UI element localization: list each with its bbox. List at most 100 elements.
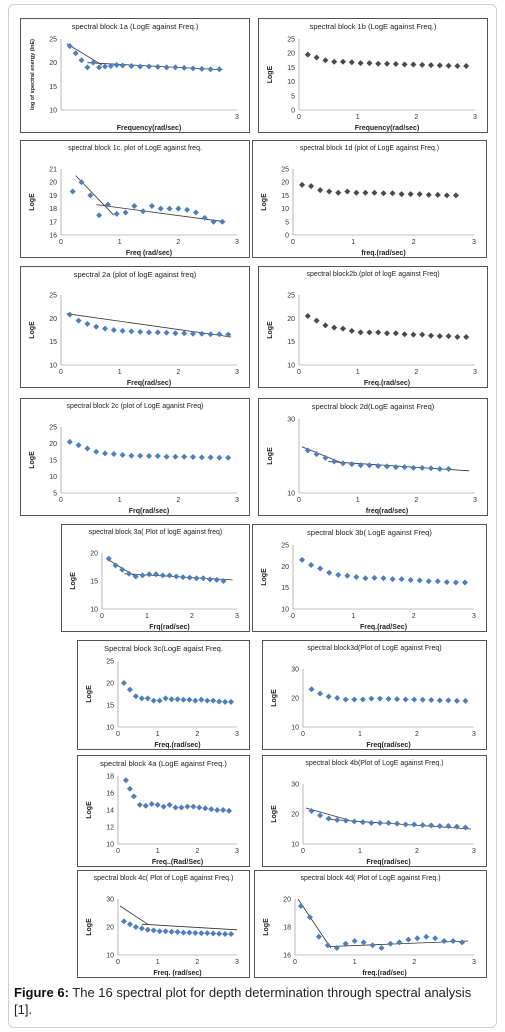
data-point — [186, 696, 193, 703]
y-tick-label: 19 — [49, 193, 57, 200]
data-point — [153, 571, 159, 578]
data-point — [126, 921, 133, 928]
data-point — [198, 65, 205, 72]
y-tick-label: 15 — [49, 339, 57, 346]
data-point — [366, 60, 373, 67]
data-point — [453, 823, 460, 830]
x-tick-label: 1 — [156, 731, 160, 738]
data-point — [120, 680, 127, 686]
data-point — [326, 188, 333, 195]
chart-panel-4d: spectral block 4d( Plot of LogE against … — [254, 870, 487, 978]
data-point — [126, 570, 132, 577]
x-tick-label: 2 — [190, 613, 194, 620]
data-point — [394, 820, 401, 827]
y-tick-label: 25 — [49, 37, 57, 44]
data-point — [163, 64, 170, 71]
data-point — [84, 64, 91, 71]
y-tick-label: 20 — [90, 551, 98, 558]
data-point — [325, 815, 332, 822]
chart-plot: 10 15 20 25 0 1 2 3 Freq.(rad/sec) LogE — [267, 293, 477, 388]
data-point — [132, 693, 139, 700]
x-tick-label: 3 — [235, 959, 239, 966]
chart-title: spectral block 3b( LogE against Freq) — [307, 528, 432, 537]
y-axis-label: LogE — [263, 918, 270, 936]
x-tick-label: 3 — [235, 613, 239, 620]
data-point — [410, 61, 417, 68]
data-point — [359, 819, 366, 826]
data-point — [369, 942, 376, 949]
x-tick-label: 2 — [176, 239, 180, 246]
data-point — [66, 438, 73, 445]
x-tick-label: 3 — [473, 369, 477, 376]
x-tick-label: 3 — [235, 848, 239, 855]
data-point — [225, 331, 232, 338]
y-tick-label: 20 — [291, 696, 299, 703]
data-point — [419, 464, 426, 471]
y-axis-label: LogE — [86, 918, 93, 936]
data-point — [180, 574, 186, 581]
data-point — [207, 331, 214, 338]
data-point — [441, 938, 448, 944]
data-point — [156, 928, 163, 935]
data-point — [210, 697, 217, 704]
data-point — [126, 785, 133, 792]
chart-title: spectral block 3a( Plot of logE against … — [88, 529, 223, 536]
data-point — [216, 66, 223, 73]
data-point — [434, 578, 441, 585]
y-axis-label: LogE — [261, 568, 268, 586]
data-point — [401, 331, 408, 338]
data-point — [392, 330, 399, 337]
chart-title: spectral block3d(Plot of LogE against Fr… — [307, 645, 442, 652]
chart-panel-3a: spectral block 3a( Plot of logE against … — [61, 524, 250, 632]
y-tick-label: 15 — [49, 84, 57, 91]
data-point — [335, 571, 342, 578]
data-point — [204, 697, 211, 704]
data-point — [156, 697, 163, 704]
data-point — [207, 454, 214, 461]
data-point — [104, 201, 111, 208]
x-tick-label: 1 — [351, 613, 355, 620]
y-tick-label: 21 — [49, 167, 57, 174]
data-point — [207, 576, 213, 583]
y-tick-label: 10 — [106, 725, 114, 732]
data-point — [428, 465, 434, 472]
caption-text: The 16 spectral plot for depth determina… — [14, 985, 472, 1017]
chart-panel-2c: spectral block 2c (plot of LogE aganist … — [20, 398, 250, 516]
data-point — [334, 695, 341, 701]
data-point — [119, 62, 126, 69]
y-tick-label: 10 — [106, 842, 114, 849]
data-point — [398, 191, 405, 198]
data-point — [353, 189, 360, 196]
data-point — [445, 697, 452, 704]
y-axis-label: LogE — [267, 321, 274, 339]
data-point — [87, 192, 94, 199]
y-axis-label: LogE — [271, 805, 278, 823]
trend-line — [297, 898, 332, 949]
data-point — [210, 218, 217, 225]
y-axis-label: LogE — [29, 321, 36, 339]
y-tick-label: 15 — [90, 579, 98, 586]
data-point — [128, 452, 135, 459]
y-tick-label: 5 — [291, 93, 295, 100]
data-point — [213, 576, 220, 583]
data-point — [190, 803, 197, 810]
data-point — [371, 189, 378, 196]
x-tick-label: 1 — [358, 848, 362, 855]
x-tick-label: 2 — [415, 731, 419, 738]
data-point — [140, 208, 147, 215]
x-tick-label: 3 — [235, 239, 239, 246]
y-tick-label: 10 — [106, 953, 114, 960]
data-point — [119, 327, 126, 334]
data-point — [159, 572, 166, 579]
data-point — [202, 805, 209, 812]
data-point — [340, 58, 346, 65]
data-point — [313, 54, 320, 61]
data-point — [122, 209, 129, 216]
y-tick-label: 14 — [106, 808, 114, 815]
x-tick-label: 2 — [176, 369, 180, 376]
chart-title: Spectral block 3c(LogE agaist Freq. — [104, 644, 223, 653]
y-tick-label: 16 — [283, 953, 291, 960]
data-point — [414, 935, 421, 942]
x-axis-label: Freq(rad/sec) — [366, 742, 410, 749]
data-point — [154, 453, 161, 460]
